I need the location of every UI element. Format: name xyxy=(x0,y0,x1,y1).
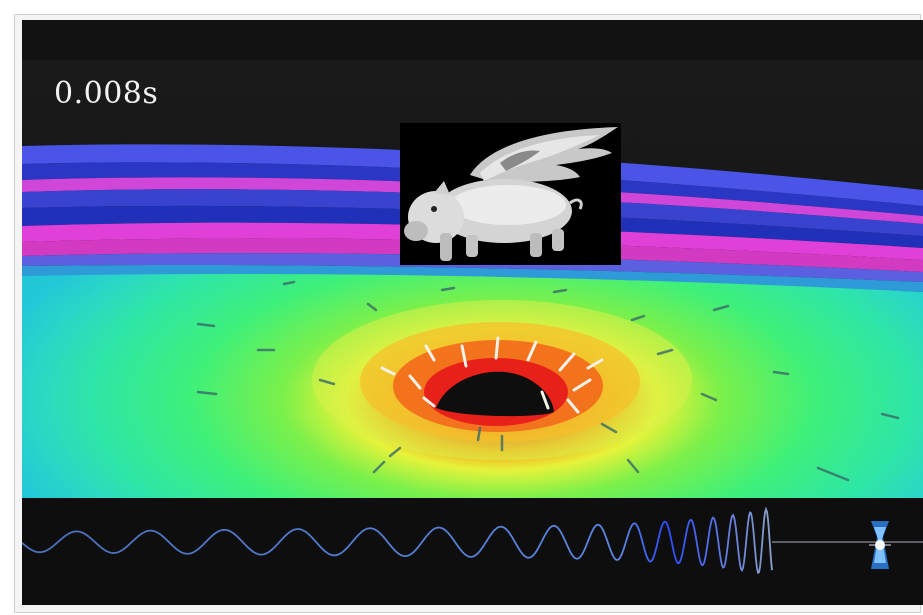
black-hole xyxy=(436,371,554,417)
waveform-strip xyxy=(22,498,923,605)
winged-pig-icon xyxy=(400,123,621,265)
surface-ticks xyxy=(196,280,900,482)
gravitational-wave-visualization: 0.008s xyxy=(22,20,923,605)
field-arrows xyxy=(380,336,604,414)
winged-pig-image xyxy=(400,123,621,265)
waveform-line xyxy=(22,506,773,574)
waveform-chart xyxy=(22,506,923,574)
merger-icon xyxy=(869,521,891,569)
time-label: 0.008s xyxy=(54,76,159,111)
